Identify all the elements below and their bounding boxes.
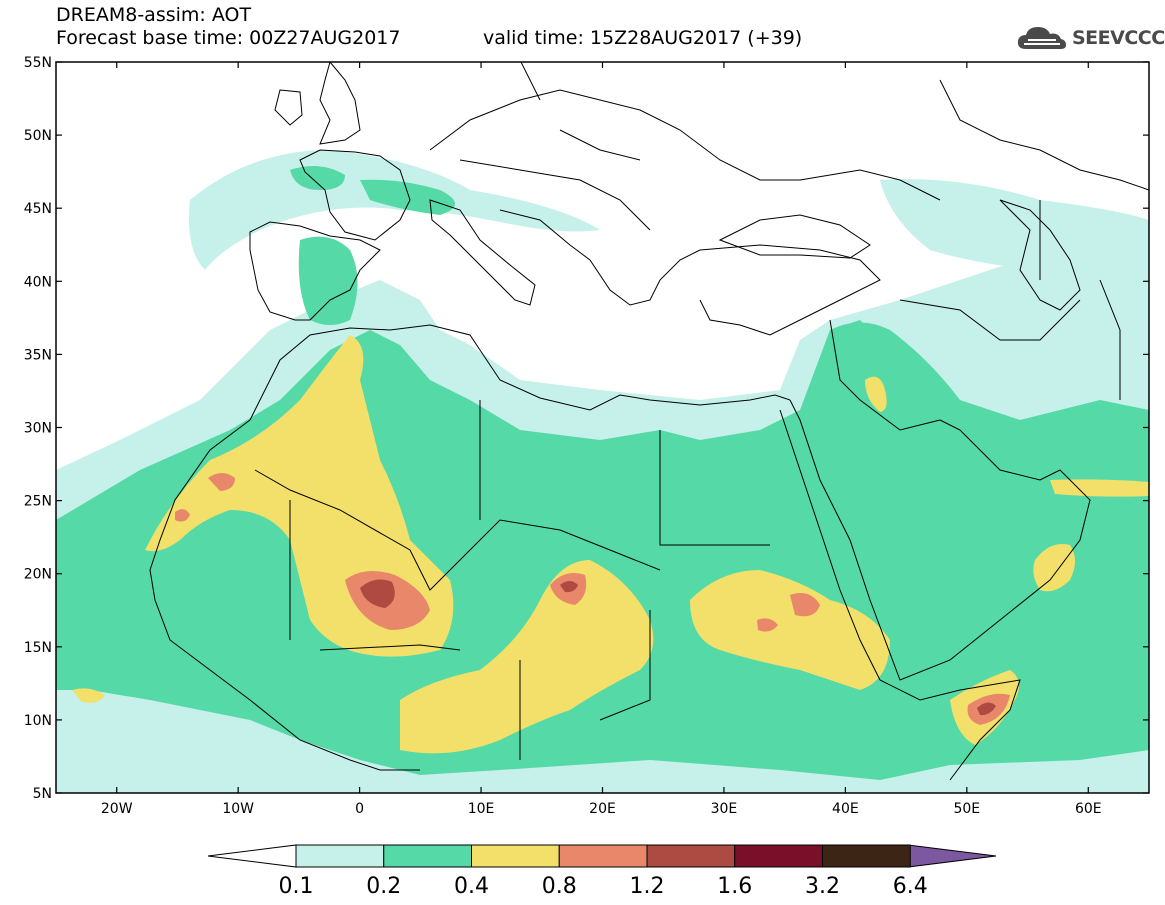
forecast-base-time: Forecast base time: 00Z27AUG2017 xyxy=(56,27,401,49)
lon-label: 20W xyxy=(101,801,133,817)
colorbar-level-label: 1.6 xyxy=(717,874,752,899)
colorbar-swatch xyxy=(383,844,472,868)
border-europe-2 xyxy=(459,62,651,231)
map-title: DREAM8-assim: AOT xyxy=(56,4,252,26)
lat-tick-group: 55N 50N 45N 40N 35N 30N 25N 20N 15N 10N 5N xyxy=(24,55,1149,802)
colorbar-swatch xyxy=(471,844,560,868)
border-asia xyxy=(939,79,1149,400)
coastline-ireland xyxy=(274,89,303,126)
colorbar-right-arrow xyxy=(907,844,997,868)
lon-label: 40E xyxy=(832,801,859,817)
aot-level-0.8-sudan xyxy=(790,592,820,617)
lon-tick-group: 20W 10W 0 10E 20E 30E 40E 50E 60E xyxy=(101,62,1102,817)
border-middle-east xyxy=(829,299,1081,431)
aot-level-0.2-alps xyxy=(360,179,455,215)
lon-label: 50E xyxy=(953,801,980,817)
aot-level-1.2-niger xyxy=(560,581,578,593)
aot-level-0.4-iraq xyxy=(865,376,887,412)
aot-level-0.1-caspian xyxy=(880,179,1149,290)
coastline-balkans xyxy=(499,209,701,306)
colorbar-level-label: 0.8 xyxy=(542,874,577,899)
lon-label: 10E xyxy=(468,801,495,817)
lat-label: 40N xyxy=(24,274,52,290)
lat-label: 45N xyxy=(24,201,52,217)
coastlines-borders xyxy=(149,62,1149,781)
lon-label: 20E xyxy=(589,801,616,817)
colorbar-level-label: 3.2 xyxy=(805,874,840,899)
colorbar-swatch xyxy=(295,844,385,868)
aot-level-0.8-sahara xyxy=(175,509,190,522)
lon-label: 0 xyxy=(355,801,364,817)
colorbar-left-arrow xyxy=(207,844,297,868)
colorbar-level-label: 6.4 xyxy=(893,874,928,899)
aot-field xyxy=(56,150,1149,793)
coastline-iberia xyxy=(249,221,381,321)
aot-level-0.4-chad xyxy=(400,560,654,754)
aot-level-0.2-arabia-north xyxy=(830,322,1000,480)
colorbar: 0.1 0.2 0.4 0.8 1.2 1.6 3.2 6.4 xyxy=(207,844,997,899)
colorbar-swatch xyxy=(734,844,823,868)
coastline-italy xyxy=(429,199,536,306)
lon-label: 10W xyxy=(222,801,254,817)
aot-level-0.4-sudan xyxy=(690,570,890,690)
seevccc-logo: SEEVCCC xyxy=(1016,24,1165,52)
colorbar-swatch xyxy=(558,844,648,868)
colorbar-swatch xyxy=(822,844,911,868)
border-europe xyxy=(429,89,941,201)
aot-level-0.2-bay xyxy=(290,166,345,190)
map-frame xyxy=(55,61,1150,794)
aot-level-0.4-oman xyxy=(1033,544,1075,592)
colorbar-swatch xyxy=(646,844,736,868)
aot-level-0.1-europe xyxy=(189,150,600,270)
lat-label: 35N xyxy=(24,347,52,363)
coastline-turkey xyxy=(699,244,881,336)
lat-label: 50N xyxy=(24,128,52,144)
border-africa-1 xyxy=(254,469,661,591)
lat-label: 10N xyxy=(24,713,52,729)
aot-level-0.4-gulf xyxy=(1050,479,1149,497)
aot-level-0.4-westafrica xyxy=(72,688,105,703)
aot-level-0.8-sudan2 xyxy=(757,618,778,632)
border-africa-3 xyxy=(319,610,651,760)
coastline-blacksea xyxy=(718,214,871,259)
colorbar-level-label: 0.2 xyxy=(366,874,401,899)
cloud-icon xyxy=(1017,27,1066,49)
coastline-west-africa xyxy=(149,419,420,771)
colorbar-level-label: 0.1 xyxy=(279,874,314,899)
valid-time: valid time: 15Z28AUG2017 (+39) xyxy=(483,27,803,49)
coastline-red-sea xyxy=(779,409,881,681)
lon-label: 30E xyxy=(711,801,738,817)
lat-label: 15N xyxy=(24,640,52,656)
aot-level-0.8-morocco xyxy=(208,473,235,491)
border-africa-2 xyxy=(289,400,770,640)
lat-label: 5N xyxy=(33,786,52,802)
coastline-arabia xyxy=(789,399,1091,681)
aot-level-0.2-iberia xyxy=(298,236,358,325)
coastline-horn xyxy=(879,679,1021,781)
aot-level-1.2-somalia xyxy=(977,702,996,716)
coastline-north-africa xyxy=(249,324,791,421)
coastline-france xyxy=(299,149,411,241)
lat-label: 30N xyxy=(24,421,52,437)
lat-label: 25N xyxy=(24,494,52,510)
colorbar-level-label: 0.4 xyxy=(454,874,489,899)
coastline-uk xyxy=(319,62,361,145)
lat-label: 20N xyxy=(24,567,52,583)
logo-text: SEEVCCC xyxy=(1072,27,1165,49)
lat-label: 55N xyxy=(24,55,52,71)
aot-level-1.2-algeria xyxy=(360,579,395,608)
lon-label: 60E xyxy=(1075,801,1102,817)
colorbar-level-label: 1.2 xyxy=(630,874,665,899)
